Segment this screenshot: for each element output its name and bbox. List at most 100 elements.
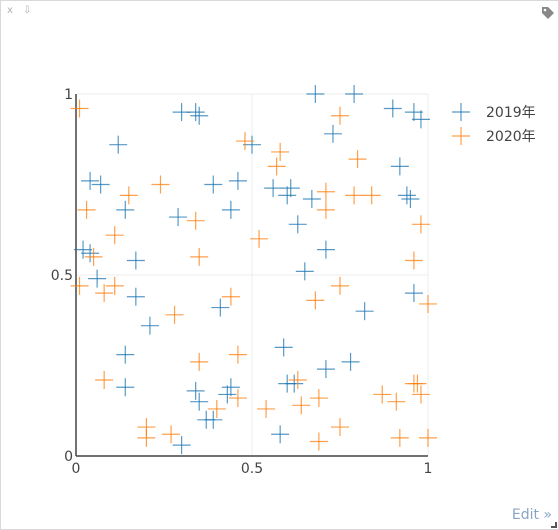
scatter-point — [235, 132, 254, 151]
scatter-point — [190, 247, 209, 266]
scatter-point — [204, 410, 223, 429]
series-1 — [74, 85, 430, 455]
scatter-point — [274, 338, 293, 357]
scatter-point — [126, 251, 145, 270]
scatter-point — [88, 269, 107, 288]
scatter-point — [137, 428, 156, 447]
scatter-point — [292, 396, 311, 415]
scatter-point — [77, 200, 96, 219]
scatter-point — [306, 291, 325, 310]
x-tick-label: 0 — [72, 461, 81, 477]
scatter-point — [404, 284, 423, 303]
scatter-point — [408, 374, 427, 393]
scatter-point — [70, 99, 89, 118]
scatter-point — [228, 345, 247, 364]
scatter-point — [116, 378, 135, 397]
scatter-point — [207, 399, 226, 418]
scatter-point — [70, 276, 89, 295]
edit-link[interactable]: Edit » — [511, 507, 552, 523]
scatter-point — [165, 305, 184, 324]
y-tick-label: 0.5 — [51, 268, 73, 284]
scatter-point — [362, 186, 381, 205]
scatter-point — [390, 157, 409, 176]
scatter-point — [271, 142, 290, 161]
scatter-point — [81, 171, 100, 190]
scatter-point — [81, 244, 100, 263]
scatter-point — [383, 99, 402, 118]
legend-label: 2020年 — [486, 129, 536, 145]
scatter-point — [95, 370, 114, 389]
scatter-point — [387, 392, 406, 411]
scatter-point — [390, 428, 409, 447]
scatter-point — [288, 370, 307, 389]
scatter-point — [355, 302, 374, 321]
scatter-point — [186, 211, 205, 230]
scatter-point — [316, 240, 335, 259]
scatter-point — [316, 200, 335, 219]
scatter-point — [331, 106, 349, 125]
scatter-point — [204, 175, 223, 194]
scatter-point — [105, 276, 124, 295]
axes: 0 0.5 1 0 0.5 1 — [51, 87, 433, 477]
scatter-point — [228, 389, 247, 408]
scatter-point — [243, 135, 261, 154]
scatter-point — [190, 106, 209, 125]
scatter-point — [190, 392, 209, 411]
scatter-point — [411, 110, 430, 129]
scatter-point — [345, 186, 364, 205]
scatter-point — [186, 381, 205, 400]
scatter-point — [316, 182, 335, 201]
scatter-point — [278, 186, 297, 205]
scatter-point — [295, 262, 314, 281]
y-tick-label: 0 — [64, 449, 73, 465]
scatter-point — [221, 287, 240, 306]
scatter-point — [116, 200, 135, 219]
resize-handle[interactable] — [551, 522, 557, 528]
scatter-point — [309, 432, 328, 451]
tag-icon[interactable] — [540, 5, 556, 21]
scatter-point — [316, 360, 335, 379]
scatter-point — [126, 287, 145, 306]
legend-item[interactable]: 2020年 — [452, 127, 536, 145]
scatter-point — [221, 200, 240, 219]
scatter-point — [218, 385, 237, 404]
legend-item[interactable]: 2019年 — [452, 103, 536, 121]
x-tick-label: 0.5 — [241, 461, 263, 477]
scatter-point — [91, 175, 110, 194]
scatter-point — [109, 135, 128, 154]
scatter-point — [162, 425, 181, 444]
scatter-point — [397, 186, 416, 205]
close-icon[interactable]: x — [7, 5, 13, 16]
scatter-point — [419, 294, 437, 313]
scatter-point — [228, 171, 247, 190]
scatter-point — [288, 215, 307, 234]
scatter-point — [250, 229, 269, 248]
scatter-point — [267, 157, 286, 176]
grid — [76, 93, 429, 456]
scatter-point — [281, 179, 300, 198]
scatter-point — [302, 189, 321, 208]
scatter-point — [211, 298, 230, 317]
scatter-point — [271, 425, 290, 444]
scatter-point — [373, 385, 392, 404]
scatter-point — [186, 103, 205, 122]
scatter-point — [264, 179, 283, 198]
scatter-point — [140, 316, 159, 335]
series-2 — [70, 99, 437, 451]
scatter-point — [404, 251, 423, 270]
legend-label: 2019年 — [486, 105, 536, 121]
scatter-point — [345, 85, 364, 103]
scatter-point — [411, 385, 430, 404]
scatter-point — [323, 124, 342, 143]
scatter-point — [84, 247, 103, 266]
scatter-point — [221, 378, 240, 397]
scatter-point — [169, 208, 188, 227]
y-tick-label: 1 — [64, 87, 73, 103]
x-tick-label: 1 — [424, 461, 433, 477]
download-icon[interactable]: ⇩ — [23, 5, 32, 16]
scatter-point — [306, 85, 325, 103]
scatter-point — [331, 418, 349, 437]
scatter-point — [172, 436, 191, 455]
scatter-point — [285, 374, 304, 393]
